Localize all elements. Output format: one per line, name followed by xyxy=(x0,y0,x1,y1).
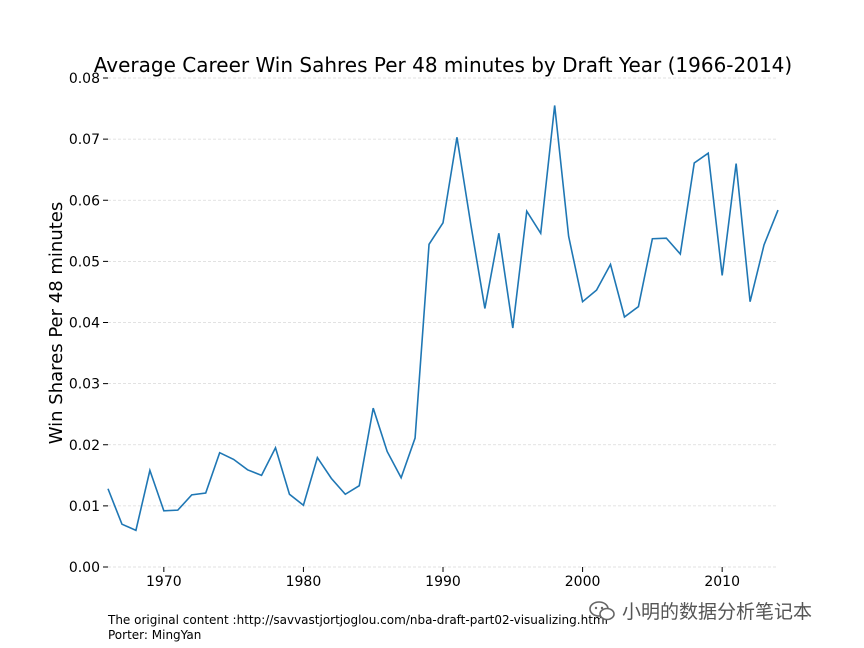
y-axis-ticks: 0.00 0.01 0.02 0.03 0.04 0.05 0.06 0.07 0.08 xyxy=(69,71,108,576)
y-tick-label: 0.02 xyxy=(69,438,100,454)
x-tick-label: 1970 xyxy=(146,574,182,590)
source-note: The original content :http://savvastjort… xyxy=(108,613,608,627)
grid-lines xyxy=(108,77,778,568)
y-axis-label: Win Shares Per 48 minutes xyxy=(46,202,67,444)
x-tick-label: 1980 xyxy=(286,574,322,590)
series-line xyxy=(107,105,779,532)
y-tick-label: 0.08 xyxy=(69,71,100,87)
x-tick-label: 2010 xyxy=(704,574,740,590)
x-tick-label: 2000 xyxy=(565,574,601,590)
x-axis-ticks: 1970 1980 1990 2000 2010 xyxy=(146,567,740,590)
x-tick-label: 1990 xyxy=(425,574,461,590)
watermark: 小明的数据分析笔记本 xyxy=(588,597,812,624)
y-tick-label: 0.06 xyxy=(69,193,100,209)
y-tick-label: 0.01 xyxy=(69,499,100,515)
watermark-text: 小明的数据分析笔记本 xyxy=(622,601,813,623)
chart-title: Average Career Win Sahres Per 48 minutes… xyxy=(94,53,792,77)
wechat-icon xyxy=(589,600,615,620)
porter-note: Porter: MingYan xyxy=(108,628,202,642)
y-tick-label: 0.03 xyxy=(69,377,100,393)
y-tick-label: 0.04 xyxy=(69,316,100,332)
y-tick-label: 0.00 xyxy=(69,560,100,576)
y-tick-label: 0.07 xyxy=(69,132,100,148)
y-tick-label: 0.05 xyxy=(69,254,100,270)
